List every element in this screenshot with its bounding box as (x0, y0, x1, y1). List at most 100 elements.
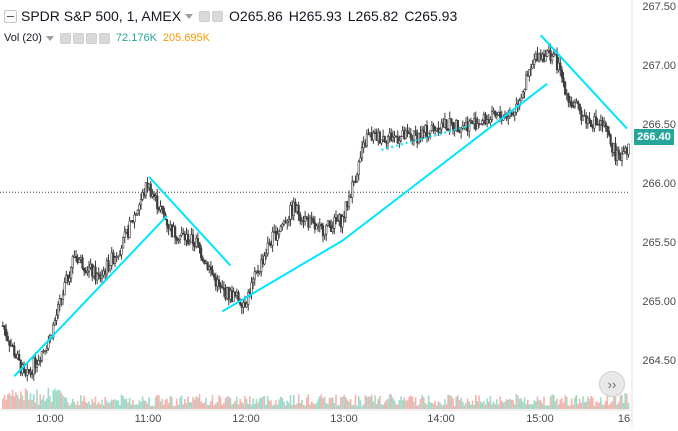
volume-bar (561, 398, 563, 409)
volume-bar (101, 399, 103, 409)
time-axis-label: 13:00 (330, 413, 358, 425)
volume-bar (193, 399, 196, 409)
ohlc-high: H265.93 (288, 8, 342, 24)
volume-bar (10, 395, 12, 409)
current-price-tag: 266.40 (634, 129, 674, 145)
volume-bar (284, 405, 287, 409)
collapse-icon[interactable] (4, 9, 17, 23)
volume-bar (585, 401, 588, 409)
scroll-to-realtime-button[interactable]: ›› (599, 371, 625, 397)
volume-bar (357, 396, 360, 409)
volume-bar (106, 400, 108, 409)
candle-body (412, 130, 416, 141)
candle-body (35, 364, 39, 368)
candle-body (252, 278, 255, 283)
candle-body (438, 128, 442, 133)
volume-bar (396, 404, 399, 409)
volume-bar (99, 404, 102, 409)
volume-bar (385, 399, 388, 409)
trendline (221, 239, 344, 313)
candle-body (570, 101, 573, 107)
candle-body (260, 259, 263, 272)
volume-bar (431, 402, 433, 409)
volume-chevron-down-icon[interactable] (45, 35, 54, 41)
candle-body (276, 233, 279, 241)
trendline-drawings[interactable] (13, 34, 628, 378)
volume-bar (133, 404, 136, 409)
volume-bar (268, 400, 271, 409)
volume-bar (621, 394, 623, 409)
gear-icon[interactable] (212, 10, 224, 22)
symbol-title[interactable]: SPDR S&P 500, 1, AMEX (21, 8, 182, 24)
volume-bar (296, 403, 298, 409)
volume-bar (41, 399, 43, 409)
volume-gear-icon[interactable] (72, 32, 84, 44)
volume-bar (377, 398, 380, 409)
volume-bar (458, 400, 461, 409)
volume-bar (486, 398, 488, 409)
candle-body (133, 214, 136, 223)
volume-bar (229, 397, 232, 409)
volume-bar (369, 396, 371, 409)
volume-bar (338, 404, 341, 409)
volume-eye-icon[interactable] (59, 32, 71, 44)
eye-icon[interactable] (199, 10, 211, 22)
volume-bar (421, 394, 423, 409)
candle-body (136, 209, 139, 214)
volume-bar (304, 405, 306, 409)
volume-bar (195, 396, 198, 409)
volume-bar (463, 405, 466, 409)
candle-body (232, 291, 235, 302)
volume-bar (382, 404, 384, 409)
candle-body (525, 74, 528, 90)
candle-body (489, 119, 492, 124)
volume-close-icon[interactable] (98, 32, 110, 44)
candle-body (510, 112, 513, 115)
volume-bar (323, 396, 326, 409)
chevron-down-icon[interactable] (185, 13, 194, 19)
volume-bar (190, 402, 193, 409)
volume-bar (351, 405, 354, 409)
volume-bar (315, 402, 318, 409)
volume-bar (388, 394, 391, 409)
volume-bar (18, 398, 20, 409)
candle-body (351, 181, 354, 199)
volume-bar (611, 401, 614, 409)
candle-body (44, 350, 47, 352)
volume-bar (159, 401, 162, 409)
candle-body (63, 282, 66, 296)
candle-body (398, 140, 401, 144)
candle-body (117, 255, 120, 258)
candle-body (344, 201, 347, 218)
volume-bar (49, 396, 51, 409)
volume-indicator-label[interactable]: Vol (20) (4, 32, 42, 44)
volume-bar (283, 401, 285, 409)
volume-bar (154, 396, 157, 409)
volume-bar (158, 395, 160, 409)
candle-body (308, 217, 312, 228)
volume-bar (205, 397, 207, 409)
volume-bar (468, 401, 471, 409)
volume-bar (44, 400, 46, 409)
volume-bar (226, 396, 228, 409)
volume-plus-icon[interactable] (85, 32, 97, 44)
volume-bar (149, 405, 152, 409)
candle-body (222, 287, 225, 291)
volume-bar (270, 400, 272, 409)
volume-bar (606, 394, 609, 409)
volume-bar (179, 397, 181, 409)
volume-bar (461, 401, 464, 409)
volume-bar (13, 396, 16, 409)
volume-bar (255, 399, 258, 409)
volume-bar (416, 405, 419, 409)
volume-bar (24, 388, 27, 409)
volume-bar (487, 401, 490, 409)
volume-bar (569, 405, 571, 409)
volume-bar (198, 394, 201, 409)
volume-bar (289, 395, 292, 409)
candle-body (315, 225, 318, 230)
trendline (13, 215, 168, 378)
volume-bar (473, 404, 475, 409)
